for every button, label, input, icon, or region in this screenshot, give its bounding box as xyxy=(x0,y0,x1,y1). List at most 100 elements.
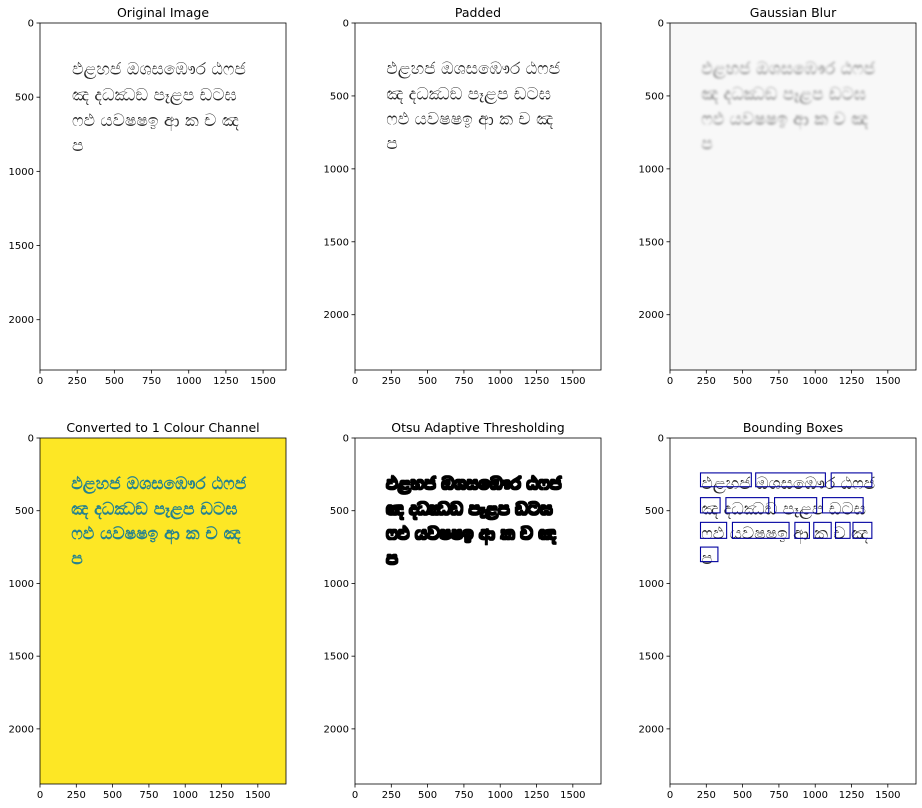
y-tick-label: 0 xyxy=(28,19,34,30)
x-tick-label: 1250 xyxy=(213,376,238,387)
y-tick-label: 500 xyxy=(15,93,34,104)
y-tick-label: 2000 xyxy=(639,724,664,735)
x-tick-label: 750 xyxy=(139,790,158,801)
y-tick-label: 0 xyxy=(658,19,664,30)
image-text-line: ෆඵ යවෂෂඉ ආ ක ච ඤ xyxy=(701,109,868,130)
axes-frame xyxy=(354,22,602,371)
panel-6: ඵළහජ ඔශසඹෞර ඨෆජ ඤ දධඣඞ පෑළප ඩටඝ ෆඵ යවෂෂඉ ආ… xyxy=(639,420,917,801)
panel-title: Padded xyxy=(455,5,501,20)
axes-frame xyxy=(669,437,917,785)
x-tick-label: 1000 xyxy=(487,790,512,801)
panel-1: ඵළහජ ඔශසඹෞර ඨෆජ ඤ දධඣඞ පෑළප ඩටඝ ෆඵ යවෂෂඉ ආ… xyxy=(9,5,287,387)
x-tick-label: 500 xyxy=(733,790,752,801)
y-tick-label: 1000 xyxy=(9,167,34,178)
x-tick-label: 500 xyxy=(418,376,437,387)
x-tick-label: 750 xyxy=(769,376,788,387)
x-tick-label: 250 xyxy=(382,376,401,387)
panel-2: ඵළහජ ඔශසඹෞර ඨෆජ ඤ දධඣඞ පෑළප ඩටඝ ෆඵ යවෂෂඉ ආ… xyxy=(324,5,602,387)
x-tick-label: 1000 xyxy=(802,376,827,387)
bounding-box xyxy=(813,521,832,539)
axes-frame xyxy=(39,437,287,785)
y-tick-label: 1500 xyxy=(324,237,349,248)
image-text: ඵළහජ ඔශසඹෞර ඨෆජ ඤ දධඣඞ පෑළප ඩටඝ ෆඵ යවෂෂඉ ආ… xyxy=(701,59,875,154)
panel-title: Gaussian Blur xyxy=(750,5,837,20)
image-text-line: ප xyxy=(386,549,398,569)
y-tick-label: 0 xyxy=(343,434,349,445)
y-tick-label: 1000 xyxy=(324,164,349,175)
image-area xyxy=(40,23,286,370)
x-tick-label: 1250 xyxy=(524,790,549,801)
image-text-line: ප xyxy=(701,134,713,154)
x-tick-label: 0 xyxy=(667,790,673,801)
x-tick-label: 1500 xyxy=(245,790,270,801)
x-tick-label: 1250 xyxy=(209,790,234,801)
image-text-line: ඤ දධඣඞ පෑළප ඩටඝ xyxy=(386,85,551,105)
image-text-line: ඵළහජ ඔශසඹෞර ඨෆජ xyxy=(71,474,246,495)
panel-4: ඵළහජ ඔශසඹෞර ඨෆජ ඤ දධඣඞ පෑළප ඩටඝ ෆඵ යවෂෂඉ ආ… xyxy=(9,420,287,801)
image-area xyxy=(670,438,916,784)
y-tick-label: 0 xyxy=(343,19,349,30)
x-tick-label: 250 xyxy=(68,376,87,387)
image-area xyxy=(40,438,286,784)
image-text: ඵළහජ ඔශසඹෞර ඨෆජ ඤ දධඣඞ පෑළප ඩටඝ ෆඵ යවෂෂඉ ආ… xyxy=(71,474,246,569)
y-tick-label: 500 xyxy=(645,91,664,102)
y-tick-label: 500 xyxy=(645,506,664,517)
panel-title: Original Image xyxy=(117,5,209,20)
axes-frame xyxy=(669,22,917,371)
y-tick-label: 0 xyxy=(658,434,664,445)
x-tick-label: 500 xyxy=(733,376,752,387)
image-text-line: ප xyxy=(72,136,84,156)
x-tick-label: 250 xyxy=(67,790,86,801)
image-text-line: ප xyxy=(386,134,398,154)
y-tick-label: 1000 xyxy=(639,579,664,590)
y-tick-label: 500 xyxy=(15,506,34,517)
x-tick-label: 1500 xyxy=(250,376,275,387)
bounding-box xyxy=(699,472,752,488)
x-tick-label: 1250 xyxy=(839,790,864,801)
image-area xyxy=(355,23,601,370)
panel-title: Converted to 1 Colour Channel xyxy=(66,420,259,435)
axes-frame xyxy=(354,437,602,785)
x-tick-label: 1500 xyxy=(560,376,585,387)
x-tick-label: 250 xyxy=(697,376,716,387)
y-tick-label: 500 xyxy=(330,91,349,102)
bounding-box xyxy=(731,521,790,539)
image-text-line: ෆඵ යවෂෂඉ ආ ක ච ඤ xyxy=(72,111,239,132)
image-text-line: ෆඵ යවෂෂඉ ආ ක ච ඤ xyxy=(71,524,241,545)
bounding-box xyxy=(699,546,719,563)
x-tick-label: 500 xyxy=(103,790,122,801)
image-text: ඵළහජ ඔශසඹෞර ඨෆජ ඤ දධඣඞ පෑළප ඩටඝ ෆඵ යවෂෂඉ ආ… xyxy=(386,474,561,569)
y-tick-label: 1500 xyxy=(639,652,664,663)
image-text-line: ප xyxy=(701,549,713,569)
image-text-line: ඵළහජ ඔශසඹෞර ඨෆජ xyxy=(701,59,875,79)
x-tick-label: 500 xyxy=(418,790,437,801)
y-tick-label: 2000 xyxy=(9,724,34,735)
y-tick-label: 500 xyxy=(330,506,349,517)
x-tick-label: 1500 xyxy=(875,790,900,801)
image-text: ඵළහජ ඔශසඹෞර ඨෆජ ඤ දධඣඞ පෑළප ඩටඝ ෆඵ යවෂෂඉ ආ… xyxy=(386,59,560,154)
panel-3: ඵළහජ ඔශසඹෞර ඨෆජ ඤ දධඣඞ පෑළප ඩටඝ ෆඵ යවෂෂඉ ආ… xyxy=(639,5,917,387)
x-tick-label: 1000 xyxy=(487,376,512,387)
x-tick-label: 750 xyxy=(454,790,473,801)
x-tick-label: 1250 xyxy=(524,376,549,387)
x-tick-label: 0 xyxy=(37,376,43,387)
x-tick-label: 250 xyxy=(697,790,716,801)
y-tick-label: 1000 xyxy=(639,164,664,175)
bounding-box xyxy=(699,521,728,539)
image-text-line: ඤ දධඣඞ පෑළප ඩටඝ xyxy=(701,85,866,105)
image-text-line: ඤ දධඣඞ පෑළප ඩටඝ xyxy=(71,499,237,520)
image-text-line: ඤ දධඣඞ පෑළප ඩටඝ xyxy=(386,499,552,520)
y-tick-label: 1500 xyxy=(9,241,34,252)
image-text-line: ඵළහජ ඔශසඹෞර ඨෆජ xyxy=(701,474,875,494)
y-tick-label: 1000 xyxy=(324,579,349,590)
x-tick-label: 1500 xyxy=(875,376,900,387)
y-tick-label: 0 xyxy=(28,434,34,445)
x-tick-label: 0 xyxy=(667,376,673,387)
panel-title: Otsu Adaptive Thresholding xyxy=(391,420,564,435)
x-tick-label: 0 xyxy=(37,790,43,801)
panel-5: ඵළහජ ඔශසඹෞර ඨෆජ ඤ දධඣඞ පෑළප ඩටඝ ෆඵ යවෂෂඉ ආ… xyxy=(324,420,602,801)
x-tick-label: 750 xyxy=(454,376,473,387)
x-tick-label: 1250 xyxy=(839,376,864,387)
image-text-line: ෆඵ යවෂෂඉ ආ ක ච ඤ xyxy=(386,524,556,545)
